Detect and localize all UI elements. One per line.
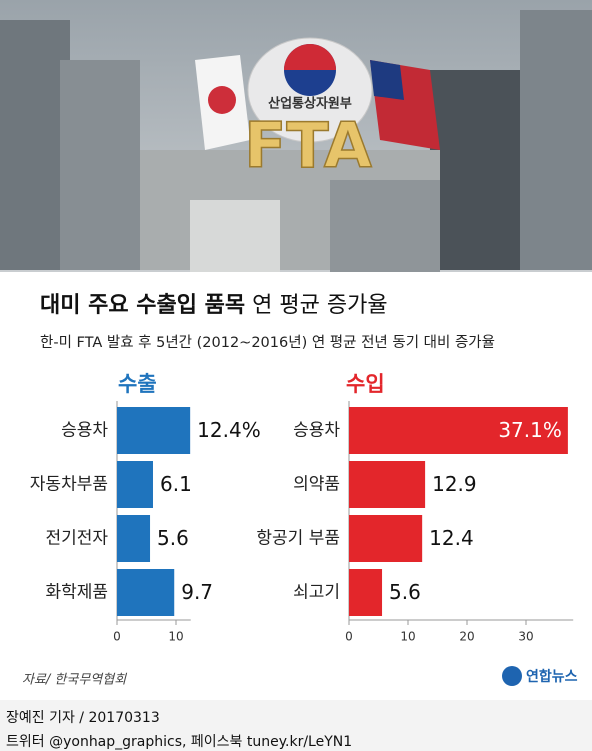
value-label: 5.6 — [389, 580, 421, 604]
subtitle: 한-미 FTA 발효 후 5년간 (2012~2016년) 연 평균 전년 동기… — [40, 334, 495, 351]
x-tick-label: 10 — [400, 630, 415, 644]
category-label: 승용차 — [61, 421, 108, 441]
title-bold: 대미 주요 수출입 품목 — [40, 293, 245, 318]
x-tick-label: 0 — [113, 630, 121, 644]
bar — [349, 515, 423, 562]
category-label: 자동차부품 — [30, 475, 108, 495]
logo: 연합뉴스 — [526, 668, 578, 685]
x-tick-label: 0 — [345, 630, 353, 644]
banner-photo — [0, 0, 592, 272]
bar — [349, 407, 568, 454]
title-rest: 연 평균 증가율 — [252, 293, 387, 318]
value-label: 12.4 — [429, 526, 474, 550]
x-tick-label: 10 — [168, 630, 183, 644]
x-tick-label: 20 — [459, 630, 474, 644]
source: 자료/ 한국무역협회 — [22, 673, 127, 688]
bar — [349, 461, 426, 508]
logo-mark — [502, 666, 522, 686]
chart-header: 수출 — [118, 372, 157, 396]
category-label: 전기전자 — [45, 529, 108, 549]
credit: 장예진 기자 / 20170313 — [6, 710, 160, 726]
social: 트위터 @yonhap_graphics, 페이스북 tuney.kr/LeYN… — [6, 734, 352, 750]
chart-title: 대미 주요 수출입 품목 연 평균 증가율 — [40, 293, 388, 318]
value-label: 12.4% — [197, 418, 261, 442]
chart-header: 수입 — [346, 372, 385, 396]
bar — [117, 407, 191, 454]
banner-ministry: 산업통상자원부 — [268, 96, 352, 112]
footer-bg — [0, 700, 592, 751]
bar — [117, 515, 151, 562]
value-label: 37.1% — [498, 418, 562, 442]
banner-label: FTA — [244, 109, 372, 182]
value-label: 12.9 — [432, 472, 477, 496]
x-tick-label: 30 — [518, 630, 533, 644]
value-label: 5.6 — [157, 526, 189, 550]
value-label: 6.1 — [160, 472, 192, 496]
bar — [117, 569, 175, 616]
category-label: 승용차 — [293, 421, 340, 441]
category-label: 쇠고기 — [293, 583, 340, 603]
category-label: 의약품 — [293, 475, 340, 495]
bar — [117, 461, 153, 508]
category-label: 화학제품 — [45, 583, 108, 603]
panel — [0, 272, 592, 700]
category-label: 항공기 부품 — [256, 529, 340, 549]
value-label: 9.7 — [181, 580, 213, 604]
bar — [349, 569, 383, 616]
